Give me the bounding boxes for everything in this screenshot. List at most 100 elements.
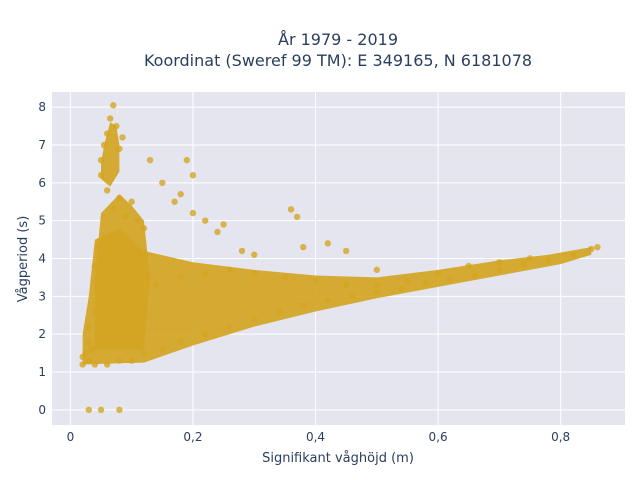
data-point <box>134 217 141 224</box>
data-point <box>85 323 92 330</box>
data-point <box>324 240 331 247</box>
data-point <box>434 270 442 277</box>
data-point <box>373 281 381 289</box>
y-tick-label: 0 <box>38 403 46 417</box>
data-point <box>128 198 135 205</box>
data-point <box>140 225 148 232</box>
data-point <box>91 361 99 368</box>
data-point <box>183 156 191 164</box>
data-point <box>496 259 503 266</box>
data-point <box>342 247 350 255</box>
y-tick-label: 6 <box>38 176 46 190</box>
data-point <box>220 221 227 228</box>
data-point <box>97 172 105 179</box>
data-point <box>97 156 105 164</box>
data-point <box>465 262 472 270</box>
y-axis-title: Vågperiod (s) <box>16 216 31 303</box>
data-points <box>79 102 601 414</box>
data-point <box>116 406 123 414</box>
data-point <box>177 338 184 345</box>
data-point <box>300 302 307 310</box>
data-point <box>103 361 111 368</box>
data-point <box>398 285 405 292</box>
data-point <box>159 179 166 187</box>
data-point <box>226 323 233 330</box>
y-tick-label: 4 <box>38 252 46 266</box>
y-tick-label: 5 <box>38 214 46 228</box>
data-point <box>520 260 528 268</box>
data-point <box>404 278 411 285</box>
data-point <box>116 194 123 202</box>
y-axis-ticks: 0 1 2 3 4 5 6 7 8 <box>38 100 46 417</box>
data-point <box>251 315 258 323</box>
data-point <box>82 349 89 357</box>
data-point <box>422 279 430 287</box>
data-point <box>116 145 123 152</box>
y-tick-label: 1 <box>38 365 46 379</box>
y-tick-label: 7 <box>38 138 46 152</box>
data-point <box>226 266 233 274</box>
data-point <box>545 257 552 264</box>
data-point <box>140 349 148 357</box>
data-point <box>342 281 350 289</box>
data-point <box>91 262 99 270</box>
data-point <box>526 255 534 262</box>
data-point <box>496 266 503 274</box>
data-point <box>281 274 289 281</box>
x-tick-label: 0,8 <box>551 430 570 444</box>
data-point <box>91 308 99 315</box>
data-point <box>128 357 135 364</box>
x-tick-label: 0,2 <box>183 430 202 444</box>
data-point <box>110 206 117 213</box>
data-point <box>171 198 178 205</box>
y-tick-label: 3 <box>38 289 46 303</box>
data-point <box>293 213 301 221</box>
chart-title-line-1: År 1979 - 2019 <box>278 30 398 49</box>
x-tick-label: 0 <box>67 430 75 444</box>
data-point <box>238 247 246 255</box>
data-point <box>159 346 166 353</box>
data-point <box>471 272 479 279</box>
data-point <box>275 308 282 315</box>
data-point <box>594 243 601 251</box>
data-point <box>373 266 381 274</box>
data-point <box>349 293 356 300</box>
x-tick-label: 0,6 <box>429 430 448 444</box>
x-axis-title: Signifikant våghöjd (m) <box>262 451 414 466</box>
data-point <box>177 274 184 281</box>
chart-title-line-2: Koordinat (Sweref 99 TM): E 349165, N 61… <box>144 51 532 70</box>
data-point <box>94 243 102 251</box>
data-point <box>85 338 92 345</box>
data-point <box>189 209 197 217</box>
point-cloud-top <box>101 122 120 187</box>
data-point <box>251 270 258 277</box>
y-tick-label: 8 <box>38 100 46 114</box>
data-point <box>85 406 92 414</box>
point-cloud-main <box>82 228 592 365</box>
data-point <box>122 213 129 221</box>
data-point <box>312 278 319 285</box>
data-point <box>287 206 295 213</box>
data-point <box>100 141 108 149</box>
data-point <box>202 330 209 338</box>
data-point <box>202 270 209 277</box>
data-point <box>152 281 160 289</box>
data-point <box>569 251 577 258</box>
data-point <box>113 122 120 130</box>
y-tick-label: 2 <box>38 327 46 341</box>
data-point <box>97 406 105 414</box>
data-point <box>128 293 135 300</box>
point-cloud-column <box>94 194 151 350</box>
data-point <box>447 276 454 283</box>
data-point <box>119 134 126 141</box>
data-point <box>189 172 197 179</box>
data-point <box>177 190 184 198</box>
data-point <box>103 130 111 137</box>
data-point <box>202 217 209 224</box>
data-point <box>373 289 381 296</box>
data-point <box>110 102 117 109</box>
data-point <box>79 361 86 368</box>
x-axis-ticks: 0 0,2 0,4 0,6 0,8 <box>67 430 571 444</box>
data-point <box>85 357 92 364</box>
